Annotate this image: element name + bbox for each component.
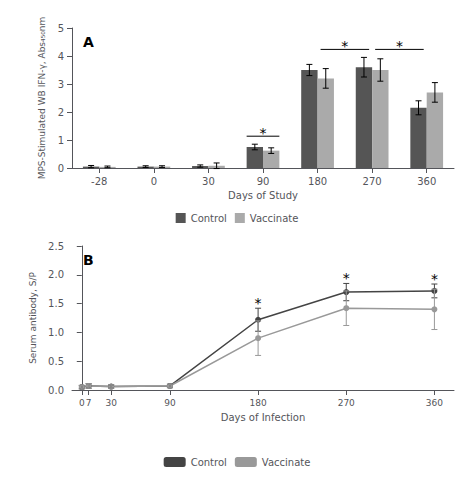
svg-text:5: 5 (58, 23, 64, 34)
svg-text:7: 7 (86, 398, 92, 408)
svg-text:270: 270 (363, 176, 382, 187)
svg-text:*: * (255, 295, 262, 311)
svg-text:0.0: 0.0 (48, 385, 64, 396)
svg-text:-28: -28 (91, 176, 107, 187)
svg-text:Vaccinate: Vaccinate (250, 213, 299, 224)
svg-text:*: * (260, 125, 267, 141)
svg-text:Control: Control (191, 457, 227, 468)
svg-text:0: 0 (79, 398, 85, 408)
svg-text:360: 360 (426, 398, 443, 408)
svg-text:180: 180 (250, 398, 267, 408)
svg-text:*: * (343, 270, 350, 286)
svg-text:4: 4 (58, 51, 64, 62)
svg-text:1.5: 1.5 (48, 298, 64, 309)
svg-text:360: 360 (417, 176, 436, 187)
svg-text:B: B (83, 252, 94, 268)
svg-text:0: 0 (151, 176, 157, 187)
svg-text:MPS-Stimulated WB IFN-γ, Abs₄₅: MPS-Stimulated WB IFN-γ, Abs₄₅₀nm (37, 17, 47, 180)
svg-text:*: * (341, 38, 348, 54)
svg-text:1.0: 1.0 (48, 327, 64, 338)
svg-text:180: 180 (308, 176, 327, 187)
svg-text:A: A (83, 34, 94, 50)
svg-text:Days of Study: Days of Study (228, 190, 298, 201)
svg-text:2.0: 2.0 (48, 269, 64, 280)
svg-text:Serum antibody, S/P: Serum antibody, S/P (28, 272, 38, 364)
svg-text:2.5: 2.5 (48, 241, 64, 252)
svg-text:30: 30 (202, 176, 215, 187)
svg-text:*: * (396, 38, 403, 54)
svg-text:2: 2 (58, 107, 64, 118)
svg-text:Control: Control (191, 213, 227, 224)
svg-text:Days of Infection: Days of Infection (221, 412, 306, 423)
svg-text:*: * (431, 271, 438, 287)
svg-text:270: 270 (338, 398, 355, 408)
svg-text:Vaccinate: Vaccinate (262, 457, 311, 468)
svg-text:90: 90 (257, 176, 270, 187)
svg-text:3: 3 (58, 79, 64, 90)
svg-text:90: 90 (164, 398, 176, 408)
svg-text:0.5: 0.5 (48, 356, 64, 367)
svg-text:30: 30 (105, 398, 117, 408)
svg-text:0: 0 (58, 163, 64, 174)
svg-text:1: 1 (58, 135, 64, 146)
